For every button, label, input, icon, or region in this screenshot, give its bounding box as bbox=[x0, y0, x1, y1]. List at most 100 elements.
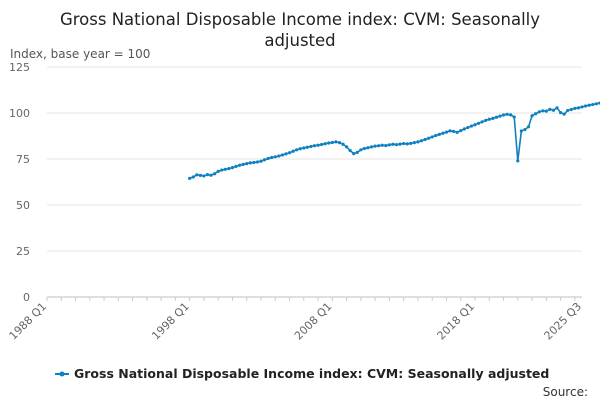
data-point[interactable] bbox=[295, 148, 299, 152]
data-point[interactable] bbox=[366, 146, 370, 150]
data-point[interactable] bbox=[484, 118, 488, 122]
data-point[interactable] bbox=[402, 141, 406, 146]
data-point[interactable] bbox=[519, 129, 523, 133]
data-point[interactable] bbox=[352, 152, 356, 156]
data-point[interactable] bbox=[594, 102, 598, 106]
data-point[interactable] bbox=[259, 159, 263, 163]
data-point[interactable] bbox=[377, 144, 381, 148]
data-point[interactable] bbox=[573, 106, 577, 110]
legend[interactable]: Gross National Disposable Income index: … bbox=[55, 366, 549, 381]
data-point[interactable] bbox=[498, 114, 502, 118]
data-point[interactable] bbox=[337, 141, 342, 145]
data-point[interactable] bbox=[330, 140, 334, 145]
data-point[interactable] bbox=[559, 111, 563, 115]
data-point[interactable] bbox=[534, 112, 538, 116]
data-point[interactable] bbox=[373, 144, 377, 148]
data-point[interactable] bbox=[334, 140, 338, 144]
data-point[interactable] bbox=[462, 127, 466, 131]
data-point[interactable] bbox=[526, 125, 531, 129]
data-point[interactable] bbox=[387, 143, 391, 147]
data-point[interactable] bbox=[516, 159, 520, 163]
data-point[interactable] bbox=[505, 112, 509, 116]
data-point[interactable] bbox=[195, 173, 199, 177]
data-point[interactable] bbox=[544, 109, 548, 113]
data-point[interactable] bbox=[391, 142, 395, 146]
data-point[interactable] bbox=[434, 133, 438, 138]
data-point[interactable] bbox=[441, 131, 445, 135]
data-point[interactable] bbox=[327, 141, 331, 145]
data-point[interactable] bbox=[323, 142, 327, 146]
data-point[interactable] bbox=[491, 116, 495, 120]
data-point[interactable] bbox=[213, 172, 217, 176]
data-point[interactable] bbox=[223, 167, 227, 171]
data-point[interactable] bbox=[398, 142, 402, 146]
data-point[interactable] bbox=[512, 115, 516, 119]
data-point[interactable] bbox=[345, 145, 349, 149]
data-point[interactable] bbox=[369, 145, 374, 149]
data-point[interactable] bbox=[320, 142, 324, 147]
data-point[interactable] bbox=[444, 130, 449, 134]
series-line[interactable] bbox=[189, 102, 600, 180]
data-point[interactable] bbox=[562, 112, 566, 116]
data-point[interactable] bbox=[209, 173, 213, 177]
data-point[interactable] bbox=[280, 153, 284, 157]
data-point[interactable] bbox=[205, 173, 210, 177]
data-point[interactable] bbox=[419, 139, 424, 143]
data-point[interactable] bbox=[302, 146, 306, 150]
data-point[interactable] bbox=[284, 152, 288, 156]
data-point[interactable] bbox=[305, 145, 309, 149]
data-point[interactable] bbox=[227, 166, 231, 171]
data-point[interactable] bbox=[452, 129, 456, 133]
data-point[interactable] bbox=[348, 148, 352, 153]
data-point[interactable] bbox=[262, 158, 267, 162]
data-point[interactable] bbox=[541, 109, 545, 113]
data-point[interactable] bbox=[487, 117, 491, 121]
data-point[interactable] bbox=[245, 162, 249, 166]
data-point[interactable] bbox=[362, 146, 367, 151]
data-point[interactable] bbox=[551, 108, 556, 112]
data-point[interactable] bbox=[241, 162, 245, 166]
data-point[interactable] bbox=[341, 142, 345, 146]
data-point[interactable] bbox=[494, 115, 498, 119]
data-point[interactable] bbox=[583, 104, 588, 108]
data-point[interactable] bbox=[566, 108, 570, 113]
data-point[interactable] bbox=[198, 173, 202, 177]
data-point[interactable] bbox=[509, 113, 513, 117]
data-point[interactable] bbox=[555, 106, 559, 110]
data-point[interactable] bbox=[273, 155, 277, 159]
data-point[interactable] bbox=[270, 155, 274, 160]
data-point[interactable] bbox=[448, 129, 452, 133]
data-point[interactable] bbox=[473, 123, 477, 127]
data-point[interactable] bbox=[530, 114, 534, 118]
data-point[interactable] bbox=[238, 163, 242, 167]
data-point[interactable] bbox=[230, 166, 235, 170]
data-point[interactable] bbox=[291, 149, 295, 153]
data-point[interactable] bbox=[580, 105, 584, 109]
data-point[interactable] bbox=[405, 142, 409, 146]
data-point[interactable] bbox=[587, 103, 591, 107]
data-point[interactable] bbox=[380, 143, 384, 147]
data-point[interactable] bbox=[277, 154, 281, 158]
data-point[interactable] bbox=[355, 150, 359, 154]
data-point[interactable] bbox=[188, 176, 192, 180]
data-point[interactable] bbox=[384, 143, 388, 148]
data-point[interactable] bbox=[252, 160, 256, 165]
data-point[interactable] bbox=[202, 174, 206, 178]
data-point[interactable] bbox=[394, 143, 399, 147]
data-point[interactable] bbox=[255, 160, 260, 164]
data-point[interactable] bbox=[455, 130, 459, 134]
data-point[interactable] bbox=[312, 144, 317, 148]
data-point[interactable] bbox=[234, 164, 238, 168]
data-point[interactable] bbox=[569, 107, 573, 112]
data-point[interactable] bbox=[480, 120, 484, 124]
data-point[interactable] bbox=[248, 161, 252, 165]
data-point[interactable] bbox=[501, 113, 506, 117]
data-point[interactable] bbox=[476, 121, 481, 125]
data-point[interactable] bbox=[409, 141, 413, 145]
data-point[interactable] bbox=[466, 125, 470, 130]
data-point[interactable] bbox=[523, 127, 527, 132]
data-point[interactable] bbox=[309, 144, 313, 149]
data-point[interactable] bbox=[316, 143, 320, 147]
data-point[interactable] bbox=[459, 129, 463, 133]
data-point[interactable] bbox=[412, 141, 416, 145]
